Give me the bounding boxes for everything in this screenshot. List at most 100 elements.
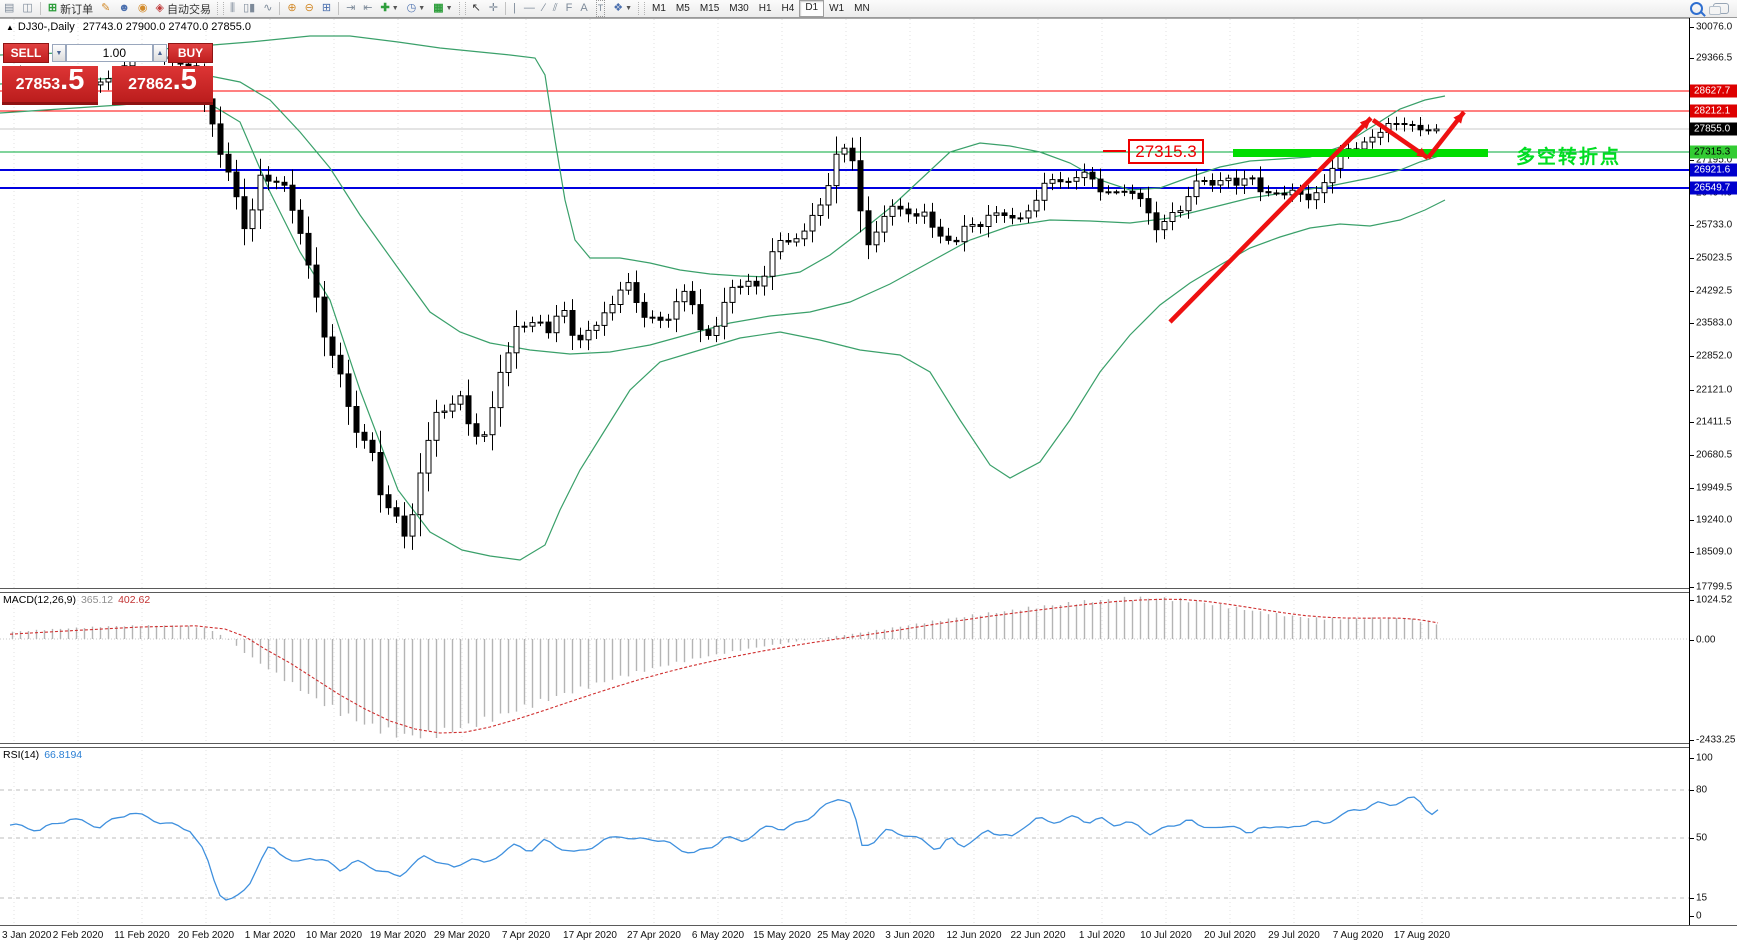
date-label: 20 Feb 2020: [177, 930, 235, 941]
axis-tick-label: 17799.5: [1696, 581, 1733, 593]
buy-price-tile[interactable]: 27862.5: [112, 66, 213, 105]
axis-tick-label: 18509.0: [1696, 546, 1733, 558]
timeframe-h1[interactable]: H1: [758, 3, 772, 14]
auto-scroll-icon[interactable]: ⇥: [346, 2, 356, 14]
collapse-icon[interactable]: ▲: [6, 23, 14, 32]
signal-icon[interactable]: ◉: [137, 2, 148, 14]
date-label: 1 Jul 2020: [1078, 930, 1126, 941]
shapes-icon[interactable]: ❖ ▼: [613, 2, 632, 14]
axis-tick-label: 25733.0: [1696, 219, 1733, 231]
styler-icon[interactable]: ✎: [101, 2, 111, 14]
support-band[interactable]: [1233, 149, 1488, 157]
volume-input[interactable]: 1.00: [66, 44, 153, 62]
vline-icon[interactable]: |: [513, 2, 516, 14]
sell-button[interactable]: SELL: [3, 43, 49, 63]
candlestick-icon[interactable]: ▯▮: [243, 2, 256, 14]
price-badge: 27855.0: [1690, 122, 1737, 136]
volume-increase-button[interactable]: ▲: [153, 44, 167, 62]
panel-separator[interactable]: [0, 743, 1737, 748]
date-label: 17 Apr 2020: [563, 930, 617, 941]
volume-decrease-button[interactable]: ▼: [52, 44, 66, 62]
timeframe-m1[interactable]: M1: [652, 3, 666, 14]
timeframe-d1[interactable]: D1: [799, 0, 825, 17]
panel-separator[interactable]: [0, 588, 1737, 593]
axis-tick-label: 15: [1696, 892, 1708, 904]
period-clock-icon[interactable]: ◷ ▼: [406, 2, 426, 14]
sell-price-tile[interactable]: 27853.5: [2, 66, 98, 105]
trendline-icon[interactable]: ∕: [542, 2, 545, 14]
main-chart-canvas[interactable]: [0, 18, 1689, 590]
date-label: 29 Mar 2020: [433, 930, 491, 941]
trend-arrow[interactable]: [1371, 118, 1430, 160]
axis-tick-label: 30076.0: [1696, 21, 1733, 33]
date-label: 22 Jun 2020: [1010, 930, 1066, 941]
price-axis[interactable]: 30076.029366.527195.026404.025733.025023…: [1689, 18, 1737, 925]
axis-tick-label: 21411.5: [1696, 416, 1732, 428]
price-badge: 28627.7: [1690, 84, 1737, 98]
channel-icon[interactable]: ⫽: [552, 2, 558, 14]
label-icon[interactable]: T: [593, 0, 609, 17]
autotrading-button[interactable]: ◈ 自动交易: [155, 2, 212, 16]
date-label: 3 Jun 2020: [885, 930, 935, 941]
price-badge: 26921.6: [1690, 163, 1737, 177]
timeframe-bar: M1 M5 M15 M30 H1 H4 D1 W1 MN: [647, 0, 875, 17]
axis-tick-label: 27195.0: [1696, 154, 1733, 166]
fibonacci-icon[interactable]: F: [565, 2, 573, 14]
sell-price: 27853: [15, 76, 61, 93]
turning-point-annotation[interactable]: 多空转折点: [1516, 147, 1622, 168]
new-order-label: 新订单: [60, 3, 94, 16]
axis-tick-label: 50: [1696, 832, 1708, 844]
chart-window-icon[interactable]: ▤: [4, 2, 15, 14]
timeframe-m30[interactable]: M30: [729, 3, 749, 14]
timeframe-w1[interactable]: W1: [829, 3, 845, 14]
axis-tick-label: 19240.0: [1696, 514, 1733, 526]
crosshair-icon[interactable]: ✛: [488, 2, 498, 14]
text-icon[interactable]: A: [580, 2, 588, 14]
bar-chart-icon[interactable]: ⫼: [230, 2, 236, 14]
hline-icon[interactable]: —: [523, 2, 535, 14]
macd-main-value: 365.12: [80, 594, 114, 606]
timeframe-h4[interactable]: H4: [781, 3, 795, 14]
add-indicator-icon[interactable]: ✚ ▼: [380, 2, 399, 14]
date-label: 25 May 2020: [817, 930, 875, 941]
profile-icon[interactable]: ☻: [118, 2, 130, 14]
buy-button[interactable]: BUY: [168, 43, 213, 63]
date-label: 10 Jul 2020: [1140, 930, 1192, 941]
search-icon[interactable]: [1690, 2, 1703, 15]
macd-panel-canvas[interactable]: [0, 592, 1689, 744]
rsi-panel-canvas[interactable]: [0, 746, 1689, 925]
level-annotation[interactable]: 27315.3: [1128, 139, 1204, 164]
timeframe-m5[interactable]: M5: [675, 3, 690, 14]
date-label: 7 Aug 2020: [1332, 930, 1384, 941]
date-label: 17 Aug 2020: [1393, 930, 1451, 941]
chart-shift-icon[interactable]: ⇤: [363, 2, 373, 14]
macd-signal-value: 402.62: [118, 594, 151, 606]
new-order-button[interactable]: ⊞ 新订单: [47, 2, 94, 16]
axis-tick-label: 1024.52: [1696, 594, 1733, 606]
date-axis[interactable]: 3 Jan 2020 2 Feb 2020 11 Feb 2020 20 Feb 20…: [0, 925, 1737, 944]
axis-tick-label: 24292.5: [1696, 285, 1733, 297]
symbol-period: DJ30-,Daily: [17, 21, 75, 33]
macd-label: MACD(12,26,9) 365.12 402.62: [3, 594, 151, 606]
chat-icon[interactable]: [1709, 3, 1729, 15]
date-label: 12 Jun 2020: [946, 930, 1002, 941]
zoom-in-icon[interactable]: ⊕: [287, 2, 297, 14]
trend-arrow[interactable]: [1168, 116, 1373, 324]
axis-tick-label: 80: [1696, 784, 1708, 796]
cursor-icon[interactable]: ↖: [471, 2, 481, 14]
market-watch-icon[interactable]: ◫: [22, 2, 33, 14]
axis-tick-label: 22121.0: [1696, 384, 1733, 396]
date-label: 10 Mar 2020: [305, 930, 363, 941]
timeframe-mn[interactable]: MN: [854, 3, 870, 14]
one-click-trading-panel: SELL ▼ 1.00 ▲ BUY 27853.5 27862.5: [2, 40, 213, 105]
axis-tick-label: -2433.25: [1696, 734, 1736, 746]
zoom-out-icon[interactable]: ⊖: [304, 2, 314, 14]
line-chart-icon[interactable]: ∿: [263, 2, 273, 14]
price-badge: 27315.3: [1690, 145, 1737, 159]
axis-tick-label: 22852.0: [1696, 350, 1733, 362]
timeframe-m15[interactable]: M15: [699, 3, 720, 14]
tile-windows-icon[interactable]: ⊞: [321, 2, 332, 14]
date-label: 20 Jul 2020: [1204, 930, 1256, 941]
date-label: 1 Mar 2020: [244, 930, 296, 941]
template-icon[interactable]: ▦ ▼: [433, 2, 453, 14]
